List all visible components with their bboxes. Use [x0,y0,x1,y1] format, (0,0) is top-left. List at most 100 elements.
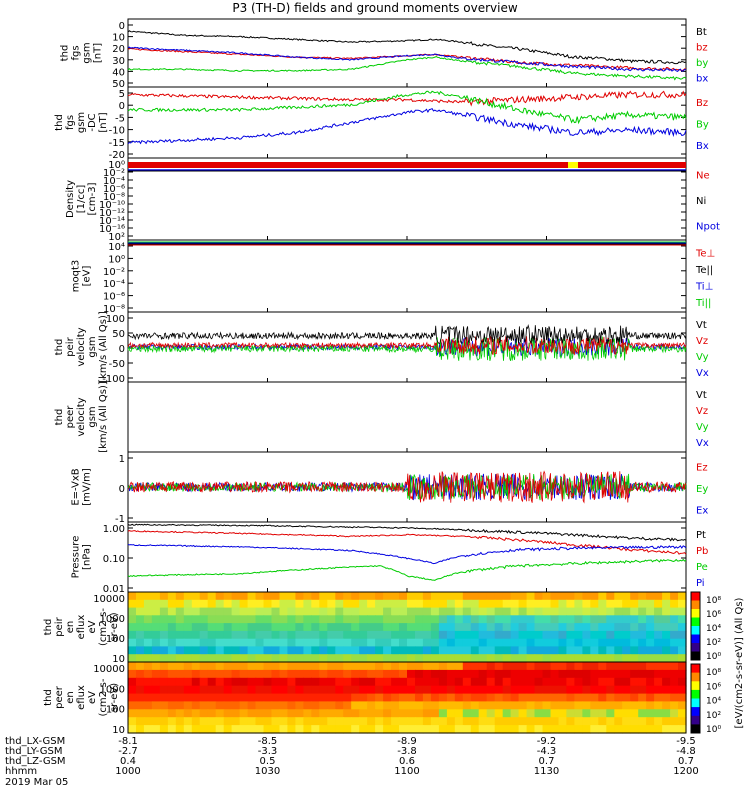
ytick-label: 10⁴ [108,242,125,253]
spectrogram-cell [311,592,320,601]
spectrogram-cell [136,669,145,679]
spectrogram-cell [191,669,201,679]
spectrogram-cell [247,701,257,710]
panel-ylabel: thd [54,114,65,131]
spectrogram-cell [630,638,639,648]
spectrogram-cell [582,615,591,624]
spectrogram-cell [359,623,368,632]
spectrogram-cell [351,646,360,655]
spectrogram-cell [534,630,544,640]
spectrogram-cell [550,654,560,663]
footer-value: 1200 [673,766,698,777]
spectrogram-cell [271,701,281,710]
spectrogram-cell [271,677,281,687]
spectrogram-cell [143,599,153,609]
spectrogram-cell [574,615,583,624]
spectrogram-cell [271,654,281,663]
spectrogram-cell [231,646,241,655]
spectrogram-cell [359,685,368,695]
spectrogram-cell [574,709,583,718]
spectrogram-cell [454,615,464,624]
spectrogram-cell [606,607,615,616]
spectrogram-cell [159,607,169,616]
spectrogram-cell [494,599,504,609]
spectrogram-cell [614,693,623,703]
spectrogram-cell [678,662,687,671]
spectrogram-cell [438,693,448,703]
spectrogram-cell [478,654,488,663]
colorbar-tick-label: 10⁸ [706,596,721,606]
spectrogram-cell [454,701,464,710]
spectrogram-cell [295,709,304,718]
spectrogram-cell [566,592,575,601]
spectrogram-cell [622,615,631,624]
spectrogram-cell [518,709,528,718]
spectrogram-cell [383,693,392,703]
spectrogram-cell [383,717,392,726]
spectrogram-cell [383,615,392,624]
spectrogram-cell [438,677,448,687]
spectrogram-cell [399,677,408,687]
spectrogram-cell [630,709,639,718]
spectrogram-cell [486,623,496,632]
spectrogram-cell [367,615,376,624]
spectrogram-cell [383,662,392,671]
spectrogram-cell [287,646,296,655]
spectrogram-cell [518,685,528,695]
legend-item: Vz [696,336,708,347]
spectrogram-cell [494,717,504,726]
spectrogram-cell [255,693,265,703]
spectrogram-cell [359,646,368,655]
spectrogram-cell [263,693,273,703]
ytick-label: 10 [112,725,125,736]
spectrogram-cell [518,646,528,655]
spectrogram-cell [191,654,201,663]
spectrogram-cell [239,654,249,663]
spectrogram-cell [415,638,424,648]
footer-label: hhmm [5,766,37,777]
spectrogram-cell [670,677,679,687]
series-By-line [127,90,687,125]
spectrogram-cell [359,615,368,624]
spectrogram-cell [359,638,368,648]
spectrogram-cell [375,725,384,734]
spectrogram-cell [422,717,432,726]
panel-ylabel: gsm [82,42,93,63]
spectrogram-cell [566,607,575,616]
spectrogram-cell [151,623,161,632]
spectrogram-cell [630,669,639,679]
footer-value: -8.5 [258,736,278,747]
spectrogram-cell [582,599,591,609]
spectrogram-cell [207,662,217,671]
legend-item: Ni [696,196,706,207]
spectrogram-cell [606,654,615,663]
spectrogram-cell [343,701,352,710]
spectrogram-cell [255,623,265,632]
spectrogram-cell [351,693,360,703]
spectrogram-cell [415,646,424,655]
spectrogram-cell [191,592,201,601]
spectrogram-cell [175,701,185,710]
spectrogram-cell [183,638,193,648]
spectrogram-cell [407,599,416,609]
spectrogram-cell [183,701,193,710]
spectrogram-cell [375,701,384,710]
spectrogram-cell [279,693,289,703]
series-Bz-line [127,90,687,107]
spectrogram-cell [136,693,145,703]
spectrogram-cell [478,693,488,703]
spectrogram-cell [678,615,687,624]
spectrogram-cell [327,607,336,616]
spectrogram-cell [247,638,257,648]
spectrogram-cell [622,623,631,632]
spectrogram-cell [151,630,161,640]
spectrogram-cell [654,592,663,601]
spectrogram-cell [574,669,583,679]
spectrogram-cell [128,654,137,663]
footer-value: 0.7 [539,756,555,767]
spectrogram-cell [422,654,432,663]
spectrogram-cell [231,599,241,609]
spectrogram-cell [622,677,631,687]
spectrogram-cell [175,623,185,632]
